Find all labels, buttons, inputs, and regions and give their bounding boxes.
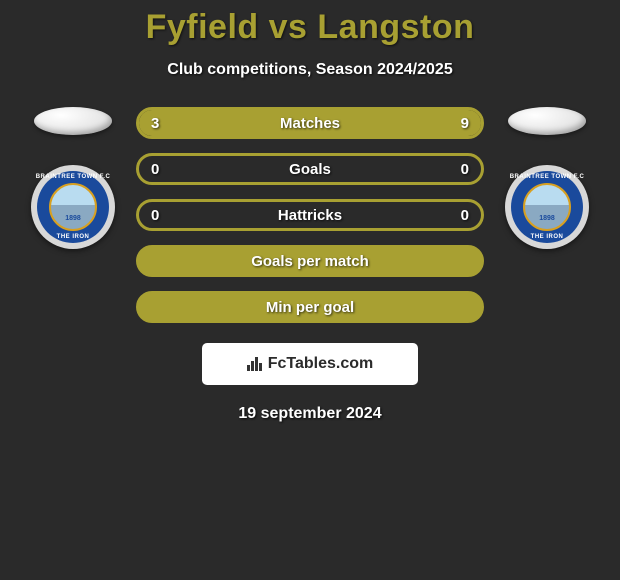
fctables-icon (247, 357, 262, 371)
stat-right-value: 0 (461, 161, 469, 178)
club-crest-right: BRAINTREE TOWN F.C 1898 THE IRON (505, 165, 589, 249)
stats-area: BRAINTREE TOWN F.C 1898 THE IRON 3 Match… (0, 107, 620, 323)
comparison-widget: Fyfield vs Langston Club competitions, S… (0, 0, 620, 580)
crest-bottom-text: THE IRON (31, 234, 115, 240)
stat-left-value: 0 (151, 207, 159, 224)
stat-bar-goals: 0 Goals 0 (136, 153, 484, 185)
bar-fill-right (225, 110, 482, 136)
stat-right-value: 9 (461, 115, 469, 132)
stat-bar-mpg: Min per goal (136, 291, 484, 323)
stat-right-value: 0 (461, 207, 469, 224)
player-avatar-right (508, 107, 586, 135)
crest-year: 1898 (539, 215, 555, 222)
stat-bars: 3 Matches 9 0 Goals 0 0 Hattricks 0 Goal… (136, 107, 484, 323)
fctables-link[interactable]: FcTables.com (202, 343, 418, 385)
stat-label: Min per goal (266, 299, 354, 316)
player-avatar-left (34, 107, 112, 135)
right-column: BRAINTREE TOWN F.C 1898 THE IRON (502, 107, 592, 249)
club-crest-left: BRAINTREE TOWN F.C 1898 THE IRON (31, 165, 115, 249)
stat-bar-gpm: Goals per match (136, 245, 484, 277)
stat-bar-matches: 3 Matches 9 (136, 107, 484, 139)
crest-bottom-text: THE IRON (505, 234, 589, 240)
stat-left-value: 0 (151, 161, 159, 178)
fctables-label: FcTables.com (268, 355, 374, 373)
left-column: BRAINTREE TOWN F.C 1898 THE IRON (28, 107, 118, 249)
stat-label: Matches (280, 115, 340, 132)
stat-left-value: 3 (151, 115, 159, 132)
crest-top-text: BRAINTREE TOWN F.C (505, 174, 589, 180)
date-label: 19 september 2024 (0, 405, 620, 423)
stat-label: Hattricks (278, 207, 342, 224)
crest-year: 1898 (65, 215, 81, 222)
page-title: Fyfield vs Langston (0, 8, 620, 47)
crest-top-text: BRAINTREE TOWN F.C (31, 174, 115, 180)
stat-label: Goals (289, 161, 331, 178)
subtitle: Club competitions, Season 2024/2025 (0, 61, 620, 79)
stat-bar-hattricks: 0 Hattricks 0 (136, 199, 484, 231)
stat-label: Goals per match (251, 253, 369, 270)
